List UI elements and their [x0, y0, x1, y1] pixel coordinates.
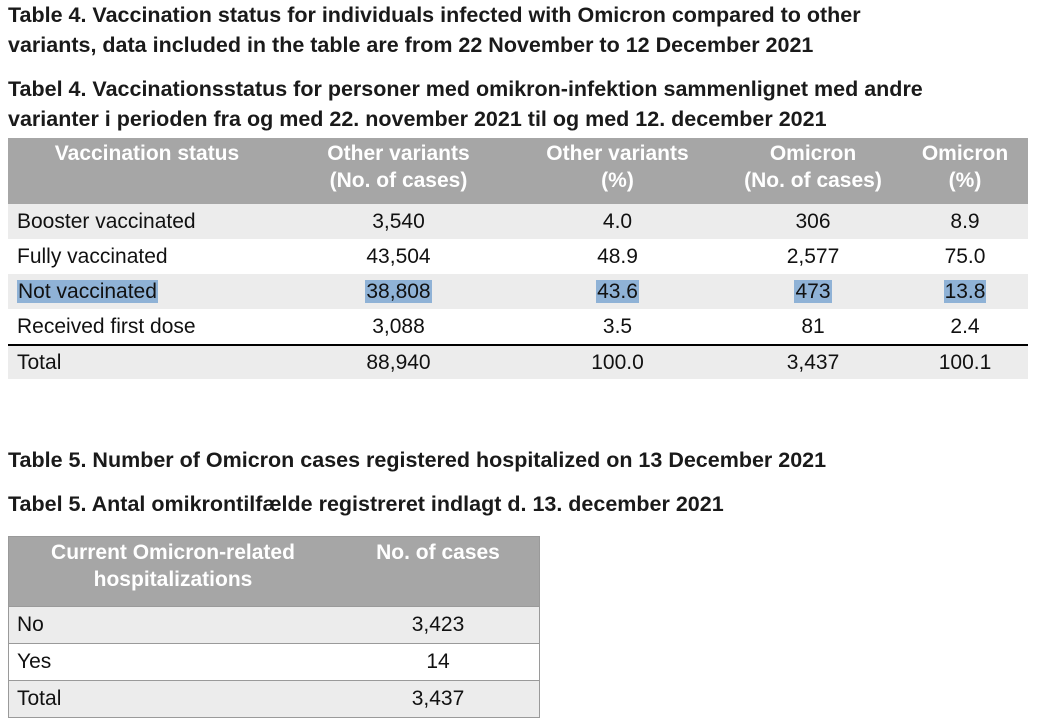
table-cell: 3.5 — [602, 315, 633, 338]
table-cell: 14 — [426, 650, 450, 673]
header-other-variants-percent: Other variants (%) — [511, 138, 724, 204]
table-cell: 100.1 — [938, 351, 992, 374]
table-row: Received first dose 3,088 3.5 81 2.4 — [8, 309, 1028, 344]
header-other-variants-cases-line2: (No. of cases) — [329, 169, 468, 192]
header-other-variants-cases-line1: Other variants — [327, 142, 470, 165]
table-cell: 2,577 — [786, 245, 840, 268]
header-no-of-cases: No. of cases — [337, 537, 539, 606]
table-cell: Total — [17, 351, 62, 374]
table-cell: 8.9 — [950, 210, 980, 233]
table-cell: 100.0 — [591, 351, 644, 374]
vaccination-status-table: Vaccination status Other variants (No. o… — [8, 138, 1028, 379]
table-total-row: Total 3,437 — [9, 680, 539, 717]
header-vaccination-status-line1: Vaccination status — [54, 142, 240, 165]
table-cell[interactable]: 43.6 — [511, 274, 724, 309]
table-cell: Booster vaccinated — [17, 210, 196, 233]
table-cell[interactable]: 473 — [724, 274, 902, 309]
table4-title-en: Table 4. Vaccination status for individu… — [8, 0, 861, 60]
header-other-variants-percent-line1: Other variants — [546, 142, 689, 165]
header-current-hospitalizations-line2: hospitalizations — [93, 568, 253, 591]
table-cell: Yes — [17, 650, 52, 673]
table-cell: Received first dose — [17, 315, 196, 338]
table-cell: 2.4 — [950, 315, 980, 338]
hospitalizations-table: Current Omicron-related hospitalizations… — [8, 536, 540, 718]
table-cell: 3,540 — [372, 210, 425, 233]
table-cell[interactable]: 13.8 — [902, 274, 1028, 309]
selected-text[interactable]: 43.6 — [596, 280, 639, 303]
table-cell: 3,437 — [786, 351, 840, 374]
table-row: Booster vaccinated 3,540 4.0 306 8.9 — [8, 204, 1028, 239]
selected-text[interactable]: 473 — [794, 280, 832, 303]
table-row: Yes 14 — [9, 643, 539, 680]
header-omicron-cases-line2: (No. of cases) — [744, 169, 882, 192]
header-omicron-percent: Omicron (%) — [902, 138, 1028, 204]
header-omicron-percent-line2: (%) — [948, 169, 982, 192]
selected-text[interactable]: 13.8 — [943, 280, 987, 303]
table-cell: 43,504 — [366, 245, 431, 268]
table-cell: Total — [17, 687, 62, 710]
table-cell[interactable]: Not vaccinated — [8, 274, 286, 309]
table4-title-da-line2: varianter i perioden fra og med 22. nove… — [8, 107, 827, 131]
table5-title-en: Table 5. Number of Omicron cases registe… — [8, 448, 827, 472]
table4-title-en-line2: variants, data included in the table are… — [8, 33, 814, 57]
table-cell: 306 — [795, 210, 831, 233]
table4-header-row: Vaccination status Other variants (No. o… — [8, 138, 1028, 204]
header-no-of-cases-line1: No. of cases — [376, 541, 500, 564]
header-omicron-cases-line1: Omicron — [769, 142, 857, 165]
header-omicron-percent-line1: Omicron — [921, 142, 1009, 165]
table-cell: No — [17, 613, 44, 636]
table-cell: 81 — [801, 315, 825, 338]
table-total-row: Total 88,940 100.0 3,437 100.1 — [8, 344, 1028, 379]
table5-title-da: Tabel 5. Antal omikrontilfælde registrer… — [8, 492, 724, 516]
table5-header-row: Current Omicron-related hospitalizations… — [9, 537, 539, 606]
table-row: Fully vaccinated 43,504 48.9 2,577 75.0 — [8, 239, 1028, 274]
header-other-variants-cases: Other variants (No. of cases) — [286, 138, 511, 204]
selected-text[interactable]: Not vaccinated — [17, 280, 158, 303]
header-vaccination-status: Vaccination status — [8, 138, 286, 204]
header-other-variants-percent-line2: (%) — [601, 169, 634, 192]
table-row-selected[interactable]: Not vaccinated 38,808 43.6 473 13.8 — [8, 274, 1028, 309]
table-cell: 48.9 — [597, 245, 638, 268]
table-cell: 75.0 — [944, 245, 986, 268]
header-current-hospitalizations-line1: Current Omicron-related — [51, 541, 295, 564]
table-cell: 3,088 — [372, 315, 425, 338]
table4-title-da: Tabel 4. Vaccinationsstatus for personer… — [8, 74, 923, 134]
header-current-hospitalizations: Current Omicron-related hospitalizations — [9, 537, 337, 606]
selected-text[interactable]: 38,808 — [365, 280, 432, 303]
table-cell: 88,940 — [366, 351, 431, 374]
table-cell[interactable]: 38,808 — [286, 274, 511, 309]
table-cell: 3,423 — [411, 613, 465, 636]
table-row: No 3,423 — [9, 606, 539, 643]
table-cell: 3,437 — [411, 687, 465, 710]
table-cell: 4.0 — [602, 210, 633, 233]
table4-title-da-line1: Tabel 4. Vaccinationsstatus for personer… — [8, 77, 923, 101]
table4-title-en-line1: Table 4. Vaccination status for individu… — [8, 3, 861, 27]
header-omicron-cases: Omicron (No. of cases) — [724, 138, 902, 204]
table-cell: Fully vaccinated — [17, 245, 168, 268]
